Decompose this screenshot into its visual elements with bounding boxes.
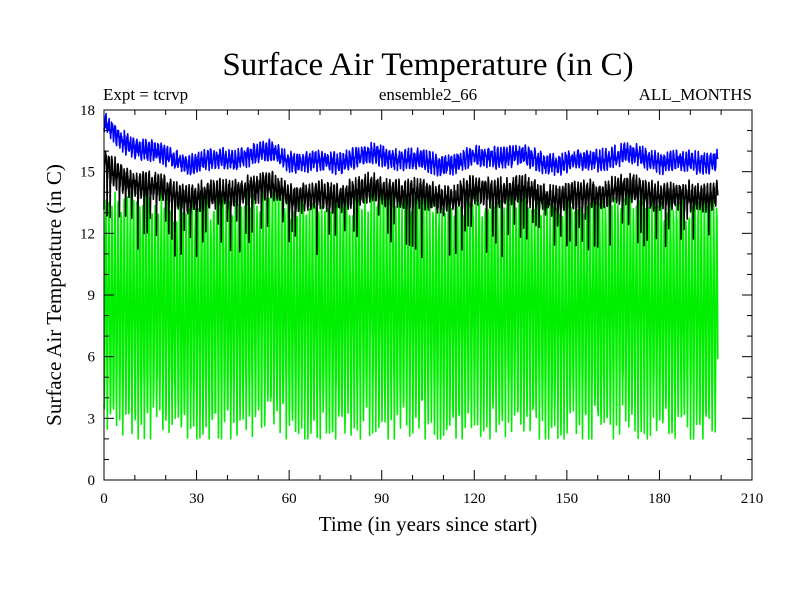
months-label: ALL_MONTHS <box>639 85 752 104</box>
y-tick-label: 6 <box>88 350 96 366</box>
experiment-label: Expt = tcrvp <box>103 85 188 104</box>
series-layer <box>103 112 719 440</box>
chart-title: Surface Air Temperature (in C) <box>222 47 633 83</box>
x-tick-label: 90 <box>374 491 389 507</box>
x-tick-labels: 0 30 60 90 120 150 180 210 <box>100 491 763 507</box>
y-tick-label: 12 <box>80 226 95 242</box>
y-tick-label: 18 <box>80 103 95 119</box>
ticks-layer <box>103 109 753 481</box>
series-line-min <box>103 191 719 440</box>
x-tick-label: 120 <box>463 491 486 507</box>
series-line-mean <box>103 150 719 259</box>
ensemble-label: ensemble2_66 <box>379 85 477 104</box>
y-tick-labels: 0 3 6 9 12 15 18 <box>80 103 96 489</box>
x-axis-label: Time (in years since start) <box>319 512 538 536</box>
x-tick-label: 30 <box>189 491 204 507</box>
y-tick-label: 9 <box>88 288 96 304</box>
x-tick-label: 0 <box>100 491 108 507</box>
y-axis-label: Surface Air Temperature (in C) <box>42 164 66 426</box>
y-tick-label: 3 <box>88 411 96 427</box>
y-tick-label: 0 <box>88 473 96 489</box>
x-tick-label: 210 <box>741 491 764 507</box>
y-tick-label: 15 <box>80 165 95 181</box>
x-tick-label: 150 <box>556 491 579 507</box>
x-tick-label: 180 <box>648 491 671 507</box>
series-line-max <box>103 112 719 177</box>
x-tick-label: 60 <box>282 491 297 507</box>
